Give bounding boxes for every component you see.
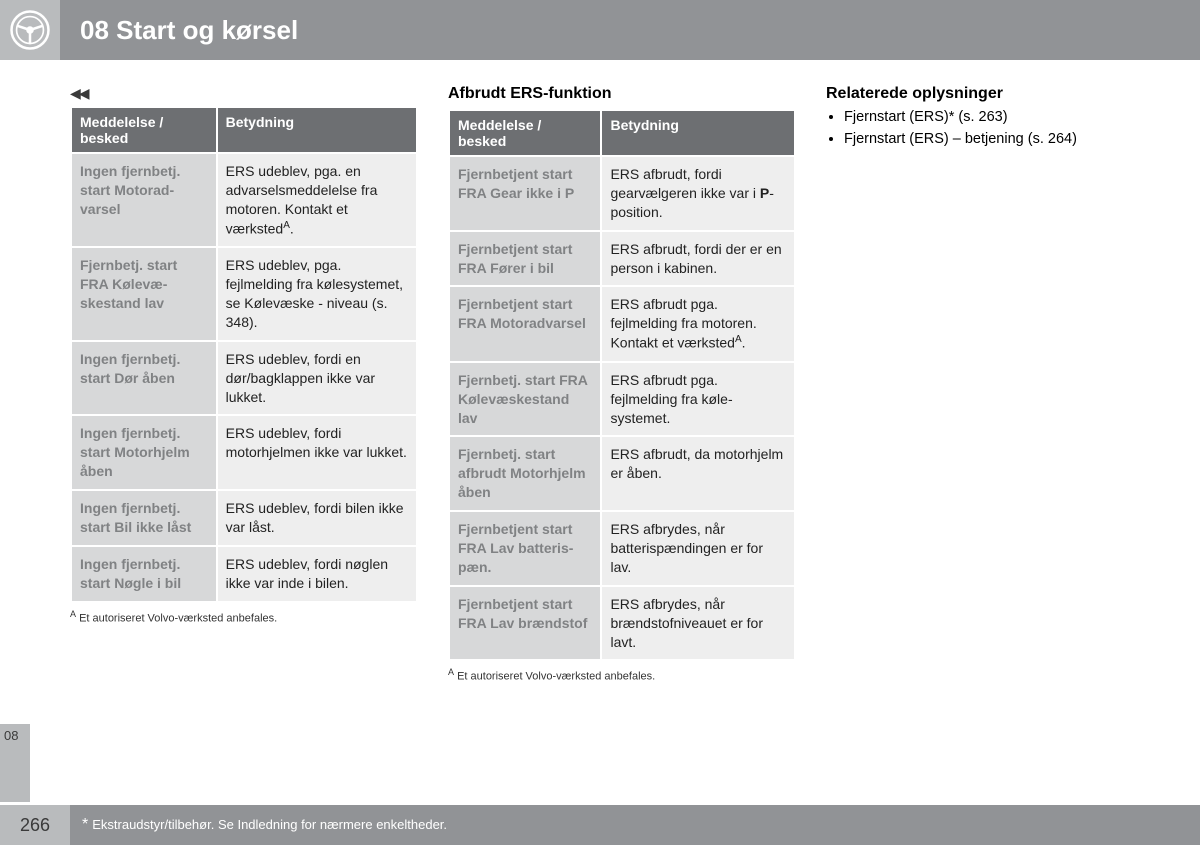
section2-title: Afbrudt ERS-funktion	[448, 85, 796, 103]
message-cell: Ingen fjernbetj. start Dør åben	[72, 342, 216, 415]
meaning-cell: ERS udeblev, fordi bilen ikke var låst.	[218, 491, 416, 545]
table-row: Fjernbetjent start FRA Gear ikke i PERS …	[450, 157, 794, 230]
table-row: Fjernbetjent start FRA Lav batteris­pæn.…	[450, 512, 794, 585]
related-item: Fjernstart (ERS) – betjening (s. 264)	[844, 131, 1174, 147]
meaning-cell: ERS afbrydes, når brændstofniveauet er f…	[602, 587, 794, 660]
message-cell: Fjernbetj. start FRA Kølevæ­skestand lav	[72, 248, 216, 340]
table-row: Ingen fjernbetj. start Motorad­varselERS…	[72, 154, 416, 246]
table-row: Fjernbetj. start FRA Kølevæ­skestand lav…	[72, 248, 416, 340]
message-cell: Ingen fjernbetj. start Motorad­varsel	[72, 154, 216, 246]
table-row: Ingen fjernbetj. start Motor­hjelm åbenE…	[72, 416, 416, 489]
table-row: Fjernbetjent start FRA Motoradvar­selERS…	[450, 287, 794, 360]
table-row: Fjernbetjent start FRA Fører i bilERS af…	[450, 232, 794, 286]
table1-footnote: A Et autoriseret Volvo-værksted anbefale…	[70, 609, 418, 625]
message-cell: Ingen fjernbetj. start Motor­hjelm åben	[72, 416, 216, 489]
table1-col-msg: Meddelelse / besked	[72, 108, 216, 152]
chapter-title: 08 Start og kørsel	[80, 15, 298, 46]
meaning-cell: ERS afbrydes, når batterispændingen er f…	[602, 512, 794, 585]
message-cell: Fjernbetj. start afbrudt Motor­hjelm åbe…	[450, 437, 600, 510]
side-chapter-tab: 08	[0, 724, 30, 802]
related-title: Relaterede oplysninger	[826, 85, 1174, 103]
column-1: ◀◀ Meddelelse / besked Betydning Ingen f…	[70, 85, 418, 683]
meaning-cell: ERS afbrudt pga. fejlmelding fra moto­re…	[602, 287, 794, 360]
table-row: Fjernbetj. start afbrudt Motor­hjelm åbe…	[450, 437, 794, 510]
table-row: Ingen fjernbetj. start Dør åbenERS udebl…	[72, 342, 416, 415]
meaning-cell: ERS udeblev, fordi motorhjelmen ikke var…	[218, 416, 416, 489]
message-cell: Fjernbetjent start FRA Motoradvar­sel	[450, 287, 600, 360]
table-row: Fjernbetjent start FRA Lav brænd­stofERS…	[450, 587, 794, 660]
table-row: Ingen fjernbetj. start Nøgle i bilERS ud…	[72, 547, 416, 601]
message-cell: Fjernbetjent start FRA Gear ikke i P	[450, 157, 600, 230]
meaning-cell: ERS udeblev, fordi en dør/bagklappen ikk…	[218, 342, 416, 415]
content-area: ◀◀ Meddelelse / besked Betydning Ingen f…	[70, 85, 1180, 683]
column-3: Relaterede oplysninger Fjernstart (ERS)*…	[826, 85, 1174, 683]
column-2: Afbrudt ERS-funktion Meddelelse / besked…	[448, 85, 796, 683]
message-cell: Ingen fjernbetj. start Nøgle i bil	[72, 547, 216, 601]
continuation-marker: ◀◀	[70, 85, 418, 102]
message-cell: Fjernbetjent start FRA Lav batteris­pæn.	[450, 512, 600, 585]
steering-wheel-icon	[0, 0, 60, 60]
meaning-cell: ERS udeblev, fordi nøglen ikke var inde …	[218, 547, 416, 601]
table2-col-meaning: Betydning	[602, 111, 794, 155]
meaning-cell: ERS udeblev, pga. fejlmelding fra kølesy…	[218, 248, 416, 340]
page-number: 266	[0, 805, 70, 845]
meaning-cell: ERS afbrudt, da motorhjelm er åben.	[602, 437, 794, 510]
message-cell: Fjernbetjent start FRA Lav brænd­stof	[450, 587, 600, 660]
table2-footnote: A Et autoriseret Volvo-værksted anbefale…	[448, 667, 796, 683]
table-row: Ingen fjernbetj. start Bil ikke låstERS …	[72, 491, 416, 545]
messages-table-2: Meddelelse / besked Betydning Fjernbetje…	[448, 109, 796, 661]
table1-col-meaning: Betydning	[218, 108, 416, 152]
message-cell: Fjernbetj. start FRA Kølevæske­stand lav	[450, 363, 600, 436]
message-cell: Fjernbetjent start FRA Fører i bil	[450, 232, 600, 286]
messages-table-1: Meddelelse / besked Betydning Ingen fjer…	[70, 106, 418, 603]
message-cell: Ingen fjernbetj. start Bil ikke låst	[72, 491, 216, 545]
meaning-cell: ERS udeblev, pga. en advarselsmeddelelse…	[218, 154, 416, 246]
footer-bar: *Ekstraudstyr/tilbehør. Se Indledning fo…	[70, 805, 1200, 845]
related-item: Fjernstart (ERS)* (s. 263)	[844, 109, 1174, 125]
table2-col-msg: Meddelelse / besked	[450, 111, 600, 155]
header-bar: 08 Start og kørsel	[0, 0, 1200, 60]
table-row: Fjernbetj. start FRA Kølevæske­stand lav…	[450, 363, 794, 436]
footer-note: *Ekstraudstyr/tilbehør. Se Indledning fo…	[82, 816, 447, 834]
meaning-cell: ERS afbrudt, fordi gearvælgeren ikke var…	[602, 157, 794, 230]
related-list: Fjernstart (ERS)* (s. 263) Fjernstart (E…	[826, 109, 1174, 147]
meaning-cell: ERS afbrudt, fordi der er en person i ka…	[602, 232, 794, 286]
meaning-cell: ERS afbrudt pga. fejlmelding fra køle­sy…	[602, 363, 794, 436]
